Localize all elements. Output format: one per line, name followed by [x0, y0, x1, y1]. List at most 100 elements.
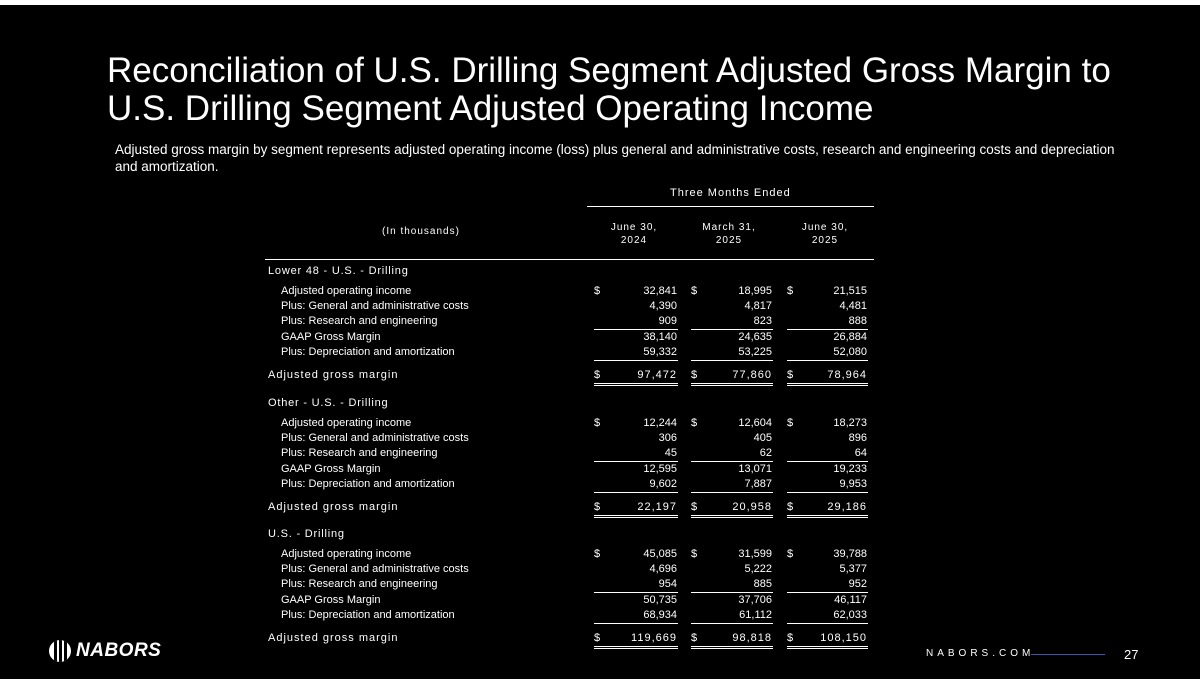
section-title: U.S. - Drilling — [268, 528, 345, 540]
cell-value: 24,635 — [738, 331, 772, 343]
cell-value: 62,033 — [833, 609, 867, 621]
cell-value: 5,377 — [839, 563, 867, 575]
row-label: Plus: General and administrative costs — [281, 300, 469, 312]
total-value: 22,197 — [637, 501, 677, 513]
subtotal-rule — [691, 461, 773, 462]
cell-value: 823 — [753, 315, 772, 327]
group-header-rule — [587, 206, 874, 207]
row-label: Adjusted operating income — [281, 285, 412, 297]
cell-value: 68,934 — [643, 609, 677, 621]
currency-symbol: $ — [787, 369, 794, 381]
cell-value: 59,332 — [643, 346, 677, 358]
cell-value: 7,887 — [744, 478, 772, 490]
logo-text: NABORS — [76, 640, 162, 661]
cell-value: 13,071 — [738, 463, 772, 475]
total-double-rule — [594, 383, 678, 386]
page-number: 27 — [1124, 647, 1139, 662]
cell-value: 62 — [759, 447, 772, 459]
cell-value: 4,696 — [649, 563, 677, 575]
row-label: Plus: Research and engineering — [281, 578, 438, 590]
cell-value: 954 — [658, 578, 677, 590]
subtotal-rule — [594, 623, 678, 624]
column-header-line2: 2025 — [715, 235, 743, 246]
currency-symbol: $ — [691, 632, 698, 644]
row-label: Plus: Research and engineering — [281, 447, 438, 459]
column-header-1: March 31, 2025 — [684, 221, 774, 247]
total-double-rule — [691, 646, 773, 649]
nabors-logo-mark-icon — [49, 640, 71, 662]
total-double-rule — [787, 383, 868, 386]
total-double-rule — [787, 515, 868, 518]
cell-value: 39,788 — [833, 548, 867, 560]
row-label: Adjusted operating income — [281, 417, 412, 429]
subtotal-rule — [787, 329, 868, 330]
slide — [0, 5, 1200, 679]
subtotal-rule — [594, 329, 678, 330]
currency-symbol: $ — [691, 501, 698, 513]
page-title: Reconciliation of U.S. Drilling Segment … — [107, 52, 1167, 128]
row-label: Plus: Depreciation and amortization — [281, 478, 455, 490]
title-line-1: Reconciliation of U.S. Drilling Segment … — [107, 51, 1111, 90]
column-header-line1: June 30, — [801, 222, 849, 233]
total-double-rule — [691, 515, 773, 518]
total-double-rule — [691, 383, 773, 386]
section-title: Other - U.S. - Drilling — [268, 397, 389, 409]
subtotal-rule — [787, 461, 868, 462]
cell-value: 37,706 — [738, 594, 772, 606]
currency-symbol: $ — [594, 548, 601, 560]
row-label: Adjusted operating income — [281, 548, 412, 560]
currency-symbol: $ — [594, 285, 601, 297]
subtotal-rule — [594, 592, 678, 593]
cell-value: 12,604 — [738, 417, 772, 429]
cell-value: 909 — [658, 315, 677, 327]
cell-value: 5,222 — [744, 563, 772, 575]
cell-value: 896 — [848, 432, 867, 444]
subtotal-rule — [691, 492, 773, 493]
cell-value: 12,244 — [643, 417, 677, 429]
currency-symbol: $ — [787, 285, 794, 297]
row-label: GAAP Gross Margin — [281, 594, 381, 606]
total-value: 78,964 — [827, 369, 867, 381]
subtotal-rule — [594, 461, 678, 462]
row-label: GAAP Gross Margin — [281, 463, 381, 475]
currency-symbol: $ — [691, 548, 698, 560]
currency-symbol: $ — [787, 632, 794, 644]
currency-symbol: $ — [787, 548, 794, 560]
cell-value: 45 — [664, 447, 677, 459]
subtotal-rule — [691, 360, 773, 361]
cell-value: 18,995 — [738, 285, 772, 297]
total-value: 119,669 — [631, 632, 677, 644]
subtotal-rule — [787, 623, 868, 624]
cell-value: 405 — [753, 432, 772, 444]
cell-value: 26,884 — [833, 331, 867, 343]
cell-value: 61,112 — [739, 609, 772, 621]
cell-value: 4,481 — [839, 300, 867, 312]
cell-value: 64 — [854, 447, 867, 459]
cell-value: 38,140 — [643, 331, 677, 343]
cell-value: 18,273 — [833, 417, 867, 429]
column-header-0: June 30, 2024 — [589, 221, 679, 247]
cell-value: 306 — [658, 432, 677, 444]
cell-value: 952 — [848, 578, 867, 590]
subtotal-rule — [594, 360, 678, 361]
currency-symbol: $ — [594, 632, 601, 644]
currency-symbol: $ — [787, 501, 794, 513]
column-header-line1: March 31, — [702, 222, 756, 233]
units-label: (In thousands) — [382, 226, 460, 237]
cell-value: 885 — [753, 578, 772, 590]
cell-value: 4,817 — [744, 300, 772, 312]
column-header-line1: June 30, — [610, 222, 658, 233]
total-label: Adjusted gross margin — [268, 632, 399, 644]
description: Adjusted gross margin by segment represe… — [115, 142, 1115, 174]
row-label: Plus: Depreciation and amortization — [281, 609, 455, 621]
currency-symbol: $ — [691, 417, 698, 429]
cell-value: 45,085 — [643, 548, 677, 560]
total-value: 20,958 — [732, 501, 772, 513]
column-header-line2: 2025 — [811, 235, 839, 246]
currency-symbol: $ — [787, 417, 794, 429]
header-rule — [265, 259, 874, 260]
total-label: Adjusted gross margin — [268, 501, 399, 513]
total-value: 29,186 — [827, 501, 867, 513]
row-label: Plus: General and administrative costs — [281, 563, 469, 575]
